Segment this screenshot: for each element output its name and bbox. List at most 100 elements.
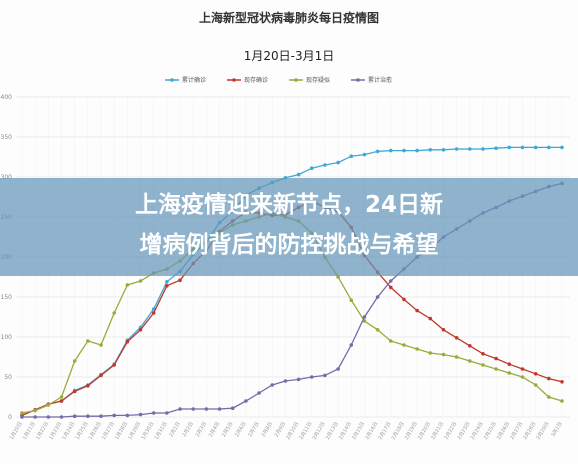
data-point [59,399,64,403]
data-point [468,147,472,151]
data-point [388,285,393,290]
data-point [283,379,288,383]
headline-line: 增病例背后的防控挑战与希望 [140,231,439,258]
data-point [560,145,564,150]
data-point [560,380,564,384]
data-point [217,407,222,411]
data-point [151,311,156,315]
data-point [547,376,551,381]
data-point [494,146,498,150]
data-point [468,344,472,348]
data-point [362,315,367,319]
legend-label: 现存确诊 [244,76,268,84]
data-point [296,377,301,382]
data-point [560,399,564,403]
data-point [20,411,24,415]
data-point [204,407,209,411]
data-point [375,295,380,299]
data-point [388,279,393,283]
data-point [415,347,419,351]
data-point [20,415,24,419]
data-point [349,154,354,158]
data-point [270,383,275,387]
data-point [59,395,64,399]
data-point [336,275,340,279]
legend-label: 累计确诊 [182,76,206,84]
headline-line: 上海疫情迎来新节点，24日新 [135,191,443,218]
data-point [507,145,512,150]
data-point [151,411,156,415]
data-point [72,359,77,363]
data-point [99,414,103,419]
data-point [165,411,169,415]
data-point [454,147,459,151]
data-point [415,308,419,313]
data-point [520,145,525,150]
data-point [336,367,340,371]
data-point [46,403,51,407]
data-point [415,148,419,153]
data-point [349,298,354,303]
data-point [507,371,512,375]
data-point [138,279,143,283]
data-point [388,148,393,153]
data-point [428,316,433,321]
data-point [494,356,498,361]
data-point [323,163,327,167]
legend-label: 累计治愈 [368,76,392,84]
data-point [244,399,248,403]
data-point [481,363,485,367]
y-tick-label: 350 [1,134,13,141]
data-point [494,367,498,371]
data-point [402,148,406,153]
data-point [441,148,446,152]
legend-marker [356,78,360,82]
data-point [72,389,77,394]
data-point [138,328,143,332]
data-point [112,363,116,367]
data-point [468,359,472,363]
legend-marker [232,78,236,82]
data-point [375,149,380,154]
y-tick-label: 150 [1,294,13,301]
y-tick-label: 50 [4,374,12,381]
chart-title: 上海新型冠状病毒肺炎每日疫情图 [199,10,379,25]
legend-marker [294,78,298,82]
data-point [507,362,512,367]
data-point [520,367,525,371]
data-point [165,284,169,288]
data-point [309,166,314,170]
legend-label: 现存疑似 [306,76,330,84]
data-point [533,383,538,387]
data-point [178,278,182,283]
data-point [112,311,116,315]
data-point [362,152,367,157]
data-point [112,413,116,418]
data-point [481,352,485,356]
data-point [125,413,130,418]
data-point [125,283,130,287]
data-point [59,415,64,419]
data-point [86,339,90,343]
data-point [86,414,90,419]
data-point [388,339,393,343]
data-point [336,160,340,165]
data-point [33,415,37,419]
data-point [296,172,301,177]
legend-marker [170,78,174,82]
data-point [547,395,551,399]
data-point [191,407,196,411]
data-point [454,336,459,340]
data-point [72,414,77,419]
y-tick-label: 400 [1,94,13,101]
data-point [428,148,433,152]
data-point [99,343,103,347]
data-point [178,407,182,411]
data-point [402,343,406,347]
data-point [138,412,143,417]
data-point [533,372,538,376]
headline-banner [0,178,578,276]
data-point [46,415,51,419]
data-point [402,297,406,302]
